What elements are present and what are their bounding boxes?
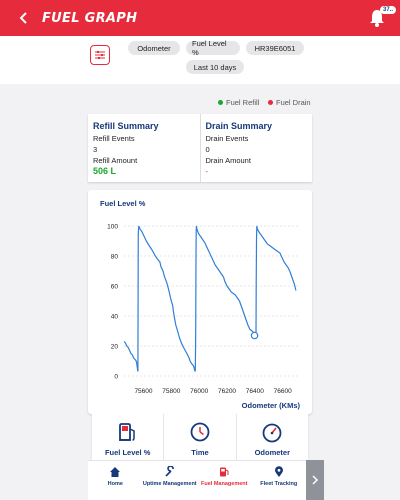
x-axis-label: Odometer (KMs) xyxy=(242,401,301,410)
fuel-chart-card: Fuel Level % 0 20 40 60 80 100 75600 75800 7600… xyxy=(88,190,312,414)
notification-badge: 37.. xyxy=(379,6,396,14)
x-tick-label: 76000 xyxy=(190,388,208,395)
x-tick-label: 75800 xyxy=(162,388,180,395)
y-tick-label: 40 xyxy=(111,314,119,321)
speedometer-icon xyxy=(262,423,282,443)
bottom-nav: Home Uptime Management Fuel Management F… xyxy=(88,460,306,500)
metric-label-fuel-level: Fuel Level % xyxy=(104,448,151,457)
chevron-right-icon xyxy=(312,475,319,485)
y-tick-label: 60 xyxy=(111,284,119,291)
x-tick-label: 76600 xyxy=(274,388,292,395)
metric-cards: Fuel Level % Time Odometer xyxy=(92,414,308,460)
metric-card-fuel-level[interactable]: Fuel Level % xyxy=(92,414,163,460)
y-tick-label: 20 xyxy=(111,344,119,351)
legend-refill-label: Fuel Refill xyxy=(226,98,260,107)
nav-fleet-tracking[interactable]: Fleet Tracking xyxy=(252,461,307,500)
page-title: FUEL GRAPH xyxy=(42,10,138,26)
drain-amount-value: - xyxy=(205,167,209,176)
nav-fuel-management[interactable]: Fuel Management xyxy=(197,461,252,500)
drain-events-label: Drain Events xyxy=(205,134,249,143)
y-tick-label: 100 xyxy=(107,224,118,231)
refill-amount-label: Refill Amount xyxy=(93,156,138,165)
x-tick-label: 76200 xyxy=(218,388,236,395)
chip-date-range[interactable]: Last 10 days xyxy=(186,60,244,74)
app-header: FUEL GRAPH 37.. xyxy=(0,0,400,36)
back-arrow-icon xyxy=(19,12,27,24)
legend-drain: Fuel Drain xyxy=(268,98,311,107)
fuel-pump-icon xyxy=(220,467,229,477)
bell-icon xyxy=(370,10,384,27)
clock-icon xyxy=(190,422,210,442)
legend-refill: Fuel Refill xyxy=(218,98,259,107)
home-icon xyxy=(110,467,121,477)
drain-dot xyxy=(268,100,273,105)
back-button[interactable] xyxy=(6,0,42,36)
nav-label-fleet: Fleet Tracking xyxy=(260,481,298,487)
y-tick-label: 80 xyxy=(111,254,119,261)
refill-amount-value: 506 L xyxy=(93,166,117,176)
metric-label-odometer: Odometer xyxy=(254,448,291,457)
fuel-level-series-line xyxy=(123,225,297,372)
refill-summary: Refill Summary Refill Events 3 Refill Am… xyxy=(88,114,200,182)
location-pin-icon xyxy=(274,466,283,477)
nav-label-home: Home xyxy=(107,481,123,487)
x-tick-label: 76400 xyxy=(246,388,264,395)
chip-fuel-level[interactable]: Fuel Level % xyxy=(186,39,240,57)
chart-markers xyxy=(250,331,259,340)
fuel-pump-icon xyxy=(118,423,135,441)
sliders-icon xyxy=(95,51,105,59)
nav-label-fuel: Fuel Management xyxy=(201,481,248,487)
fuel-level-chart[interactable]: Fuel Level % 0 20 40 60 80 100 75600 75800 7600… xyxy=(88,190,312,414)
refill-dot xyxy=(218,100,223,105)
data-point-marker[interactable] xyxy=(250,331,259,340)
chip-odometer[interactable]: Odometer xyxy=(128,41,180,55)
drain-events-value: 0 xyxy=(205,145,210,154)
x-axis-ticks: 75600 75800 76000 76200 76400 76600 xyxy=(134,388,292,395)
drain-summary-title: Drain Summary xyxy=(205,121,273,131)
chip-vehicle[interactable]: HR39E6051 xyxy=(246,41,304,55)
summary-card: Refill Summary Refill Events 3 Refill Am… xyxy=(88,114,312,182)
chart-grid xyxy=(124,225,298,377)
chart-title: Fuel Level % xyxy=(100,199,146,208)
filter-bar: Odometer Fuel Level % HR39E6051 Last 10 … xyxy=(0,36,400,84)
drain-amount-label: Drain Amount xyxy=(205,156,251,165)
filter-button[interactable] xyxy=(90,45,110,65)
refill-events-value: 3 xyxy=(93,145,98,154)
y-tick-label: 0 xyxy=(114,374,118,381)
nav-uptime-management[interactable]: Uptime Management xyxy=(143,461,198,500)
nav-next-button[interactable] xyxy=(306,460,324,500)
nav-label-uptime: Uptime Management xyxy=(142,481,197,487)
metric-label-time: Time xyxy=(191,448,209,457)
drain-summary: Drain Summary Drain Events 0 Drain Amoun… xyxy=(199,114,313,182)
metric-card-time[interactable]: Time xyxy=(163,414,235,460)
notification-button[interactable] xyxy=(368,8,388,28)
nav-home[interactable]: Home xyxy=(88,461,143,500)
legend-drain-label: Fuel Drain xyxy=(276,98,311,107)
refill-events-label: Refill Events xyxy=(93,134,135,143)
y-axis-ticks: 0 20 40 60 80 100 xyxy=(107,224,118,381)
metric-card-odometer[interactable]: Odometer xyxy=(235,414,308,460)
x-tick-label: 75600 xyxy=(134,388,152,395)
wrench-icon xyxy=(165,466,174,477)
refill-summary-title: Refill Summary xyxy=(93,121,159,131)
